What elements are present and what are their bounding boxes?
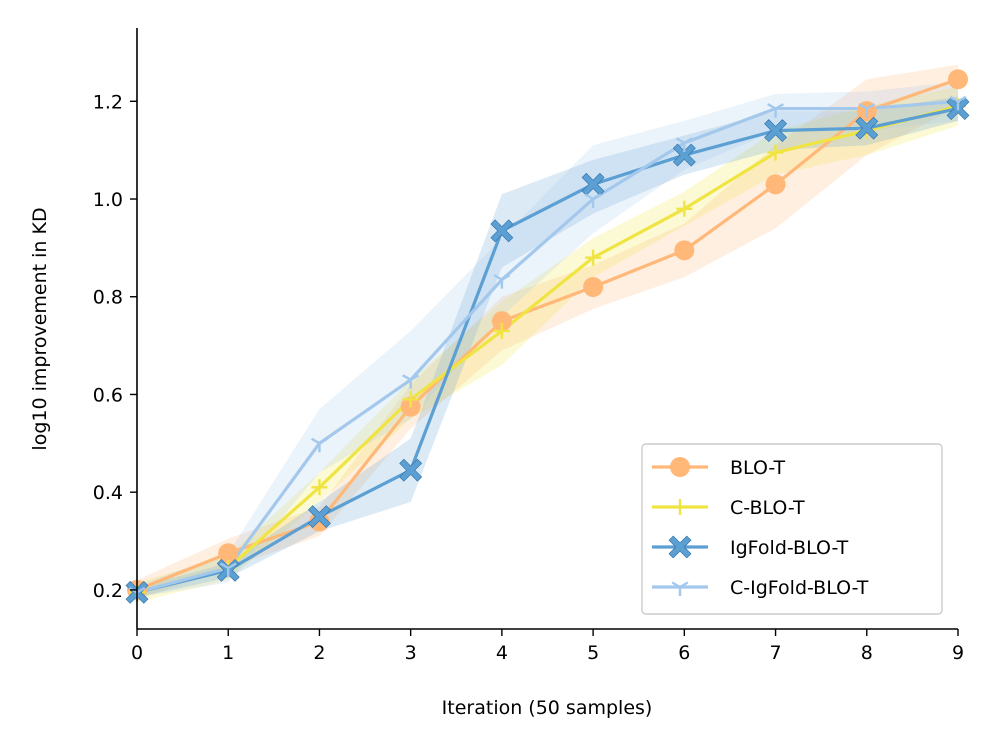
marker-c-igfold-blo-t [311, 437, 328, 453]
marker-blo-t [765, 174, 786, 195]
marker-igfold-blo-t [490, 219, 514, 243]
legend-label: IgFold-BLO-T [730, 537, 849, 559]
marker-igfold-blo-t [672, 143, 696, 167]
marker-igfold-blo-t [399, 458, 423, 482]
marker-blo-t [491, 311, 512, 332]
legend-marker [668, 535, 692, 559]
y-tick-label: 1.0 [93, 189, 123, 211]
y-ticks: 0.2 0.4 0.6 0.8 1.0 1.2 [93, 91, 137, 602]
y-tick-label: 0.6 [93, 384, 123, 406]
legend-label: C-IgFold-BLO-T [730, 577, 869, 599]
marker-blo-t [309, 511, 330, 532]
line-c-blo-t [136, 104, 959, 594]
x-tick-label: 0 [131, 642, 143, 664]
y-tick-label: 0.8 [93, 287, 123, 309]
marker-c-blo-t [402, 391, 419, 408]
x-tick-label: 9 [952, 642, 964, 664]
x-tick-label: 7 [770, 642, 782, 664]
y-tick-label: 0.2 [93, 580, 123, 602]
y-tick-label: 0.4 [93, 482, 123, 504]
x-tick-label: 4 [496, 642, 508, 664]
x-tick-label: 2 [313, 642, 325, 664]
band-igfold-blo-t [137, 96, 958, 598]
marker-blo-t [948, 69, 968, 90]
marker-c-blo-t [493, 322, 510, 339]
marker-igfold-blo-t [308, 505, 331, 529]
legend-marker [671, 581, 689, 596]
marker-blo-t [218, 543, 239, 564]
marker-blo-t [674, 240, 695, 261]
axes [136, 28, 958, 630]
marker-c-igfold-blo-t [402, 374, 420, 389]
marker-c-blo-t [767, 144, 784, 161]
legend-frame [641, 443, 943, 615]
x-tick-label: 3 [405, 642, 417, 664]
x-tick-label: 6 [678, 642, 690, 664]
confidence-bands [137, 64, 958, 603]
marker-igfold-blo-t [855, 116, 879, 140]
band-blo-t [137, 64, 958, 600]
line-igfold-blo-t [136, 107, 959, 594]
marker-c-blo-t [676, 200, 693, 217]
marker-c-igfold-blo-t [219, 562, 237, 577]
x-ticks: 0 1 2 3 4 5 6 7 8 9 [131, 629, 964, 664]
marker-c-igfold-blo-t [493, 274, 511, 289]
marker-c-blo-t [311, 479, 328, 496]
marker-c-igfold-blo-t [858, 103, 876, 118]
y-axis-title: log10 improvement in KD [29, 207, 51, 450]
marker-c-blo-t [585, 249, 602, 266]
marker-c-igfold-blo-t [675, 137, 693, 152]
marker-c-igfold-blo-t [584, 193, 602, 209]
legend-marker [670, 457, 690, 477]
band-c-blo-t [137, 86, 958, 603]
legend-label: C-BLO-T [730, 497, 805, 519]
marker-igfold-blo-t [764, 119, 787, 143]
x-tick-label: 8 [861, 642, 873, 664]
legend-marker [672, 499, 688, 515]
marker-blo-t [583, 276, 604, 297]
marker-c-igfold-blo-t [767, 103, 784, 118]
legend: BLO-T C-BLO-T IgFold-BLO-T C-IgFold-BLO-T [641, 443, 943, 615]
x-axis-title: Iteration (50 samples) [442, 697, 653, 719]
line-blo-t [136, 77, 959, 592]
y-tick-label: 1.2 [93, 91, 123, 113]
legend-label: BLO-T [730, 457, 786, 479]
x-tick-label: 1 [222, 642, 234, 664]
marker-c-igfold-blo-t [949, 95, 967, 111]
series-lines [136, 77, 959, 594]
x-tick-label: 5 [587, 642, 599, 664]
line-c-igfold-blo-t [136, 99, 959, 594]
